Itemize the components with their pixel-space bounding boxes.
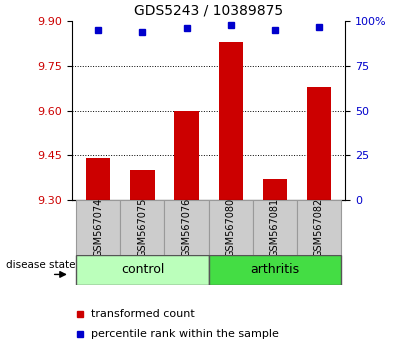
Bar — [86, 158, 111, 200]
Text: GSM567080: GSM567080 — [226, 198, 236, 257]
Bar — [76, 200, 120, 255]
Text: GSM567074: GSM567074 — [93, 198, 104, 257]
Text: percentile rank within the sample: percentile rank within the sample — [91, 329, 279, 339]
Bar — [297, 200, 341, 255]
Text: GSM567076: GSM567076 — [182, 198, 192, 257]
Text: control: control — [121, 263, 164, 276]
Bar — [253, 200, 297, 255]
Bar — [209, 255, 341, 285]
Bar — [174, 111, 199, 200]
Bar — [263, 179, 287, 200]
Text: GSM567075: GSM567075 — [137, 198, 148, 257]
Text: transformed count: transformed count — [91, 309, 195, 319]
Bar — [307, 87, 331, 200]
Text: arthritis: arthritis — [250, 263, 299, 276]
Bar — [76, 255, 209, 285]
Bar — [120, 200, 164, 255]
Title: GDS5243 / 10389875: GDS5243 / 10389875 — [134, 3, 283, 17]
Text: disease state: disease state — [6, 261, 75, 270]
Bar — [130, 170, 155, 200]
Bar — [209, 200, 253, 255]
Bar — [219, 42, 243, 200]
Bar — [164, 200, 209, 255]
Text: GSM567082: GSM567082 — [314, 198, 324, 257]
Text: GSM567081: GSM567081 — [270, 198, 280, 257]
